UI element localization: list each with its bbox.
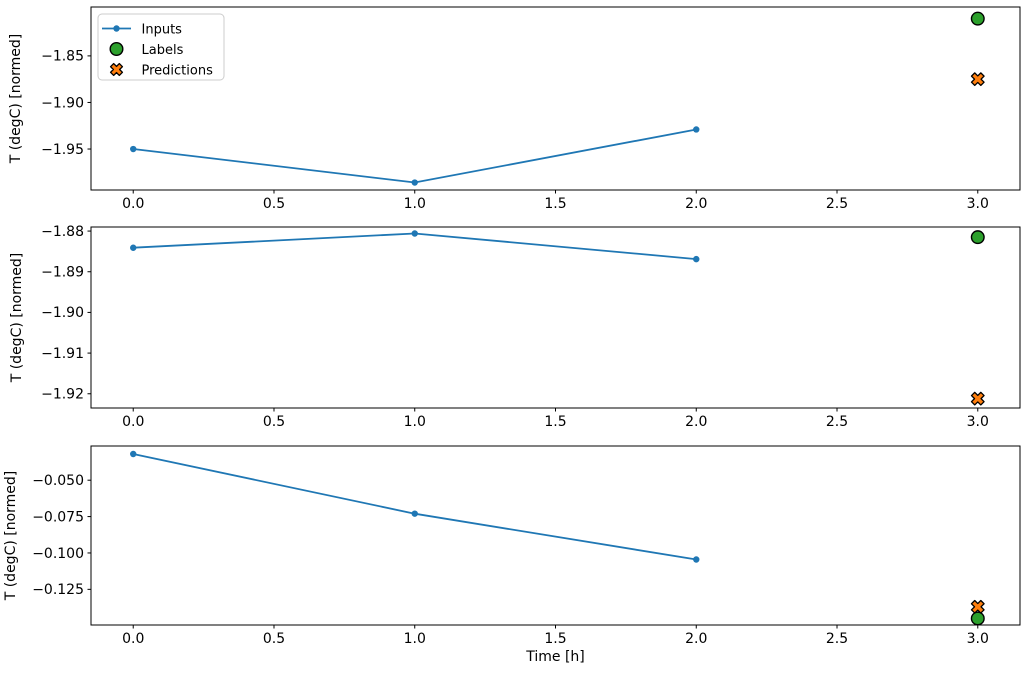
- y-tick-label: −0.125: [32, 582, 84, 598]
- y-tick-label: −1.89: [41, 265, 84, 281]
- x-tick-label: 2.5: [826, 414, 848, 430]
- x-tick-label: 2.0: [685, 196, 707, 212]
- y-tick-label: −1.95: [41, 142, 84, 158]
- x-tick-label: 3.0: [967, 196, 989, 212]
- x-tick-label: 3.0: [967, 414, 989, 430]
- legend-label: Predictions: [142, 63, 214, 78]
- input-point: [130, 244, 137, 251]
- x-tick-label: 2.5: [826, 196, 848, 212]
- legend-circle-sample: [109, 42, 124, 57]
- input-point: [411, 179, 418, 186]
- legend-label: Inputs: [142, 22, 183, 37]
- axes-border: [90, 445, 1021, 626]
- input-point: [693, 556, 700, 563]
- y-tick-label: −1.90: [41, 305, 84, 321]
- input-point: [693, 255, 700, 263]
- legend: Inputs Labels Predictions: [97, 13, 225, 81]
- x-tick-label: 1.0: [404, 631, 426, 647]
- y-tick-label: −1.91: [41, 346, 84, 362]
- y-tick-label: −1.85: [41, 49, 84, 65]
- y-tick-label: −1.92: [41, 387, 84, 403]
- y-tick-label: −1.88: [41, 224, 84, 240]
- input-point: [130, 145, 137, 153]
- inputs-line: [132, 128, 698, 184]
- input-point: [411, 230, 418, 237]
- axes-border: [90, 6, 1021, 191]
- inputs-line: [132, 453, 698, 561]
- input-point: [130, 450, 137, 458]
- x-tick-label: 2.5: [826, 631, 848, 647]
- y-axis-label: T (degC) [normed]: [8, 34, 24, 165]
- x-axis-label: Time [h]: [525, 649, 585, 665]
- label-marker: [970, 230, 985, 245]
- x-tick-label: 0.0: [122, 631, 144, 647]
- subplot-0: −1.85 −1.90 −1.95 0.0 0.5 1.0 1.5 2.0 2.5 3.0 T (d…: [8, 6, 1021, 212]
- y-axis-label: T (degC) [normed]: [9, 253, 25, 384]
- prediction-marker: [970, 72, 985, 87]
- x-tick-label: 1.5: [544, 414, 566, 430]
- inputs-line: [132, 232, 698, 261]
- legend-item-inputs: Inputs: [102, 22, 182, 37]
- subplot-2: −0.050 −0.075 −0.100 −0.125 0.0 0.5 1.0 1.5 2.0 2…: [3, 445, 1021, 665]
- axes-border: [90, 226, 1021, 409]
- legend-box: [97, 13, 225, 81]
- input-point: [693, 126, 700, 133]
- y-axis-label: T (degC) [normed]: [3, 471, 19, 602]
- y-tick-label: −0.075: [32, 509, 84, 525]
- x-tick-label: 0.5: [263, 414, 285, 430]
- legend-dot-sample: [113, 25, 120, 32]
- subplot-1: −1.88 −1.89 −1.90 −1.91 −1.92 0.0 0.5 1.0 1.5 2.0…: [9, 224, 1021, 430]
- y-tick-label: −1.90: [41, 95, 84, 111]
- x-tick-label: 1.5: [544, 631, 566, 647]
- x-tick-label: 0.5: [263, 631, 285, 647]
- input-point: [411, 510, 418, 517]
- legend-item-labels: Labels: [109, 42, 184, 58]
- label-marker: [970, 611, 985, 626]
- y-tick-label: −0.100: [32, 546, 84, 562]
- prediction-marker: [970, 391, 985, 406]
- y-tick-label: −0.050: [32, 473, 84, 489]
- legend-x-sample: [109, 62, 124, 77]
- x-tick-label: 0.5: [263, 196, 285, 212]
- x-tick-label: 3.0: [967, 631, 989, 647]
- x-tick-label: 1.5: [544, 196, 566, 212]
- legend-item-predictions: Predictions: [109, 62, 214, 78]
- x-tick-label: 2.0: [685, 631, 707, 647]
- legend-label: Labels: [142, 43, 184, 58]
- x-tick-label: 0.0: [122, 414, 144, 430]
- label-marker: [970, 11, 985, 26]
- x-tick-label: 0.0: [122, 196, 144, 212]
- prediction-marker: [970, 599, 985, 614]
- x-tick-label: 2.0: [685, 414, 707, 430]
- x-tick-label: 1.0: [404, 414, 426, 430]
- x-tick-label: 1.0: [404, 196, 426, 212]
